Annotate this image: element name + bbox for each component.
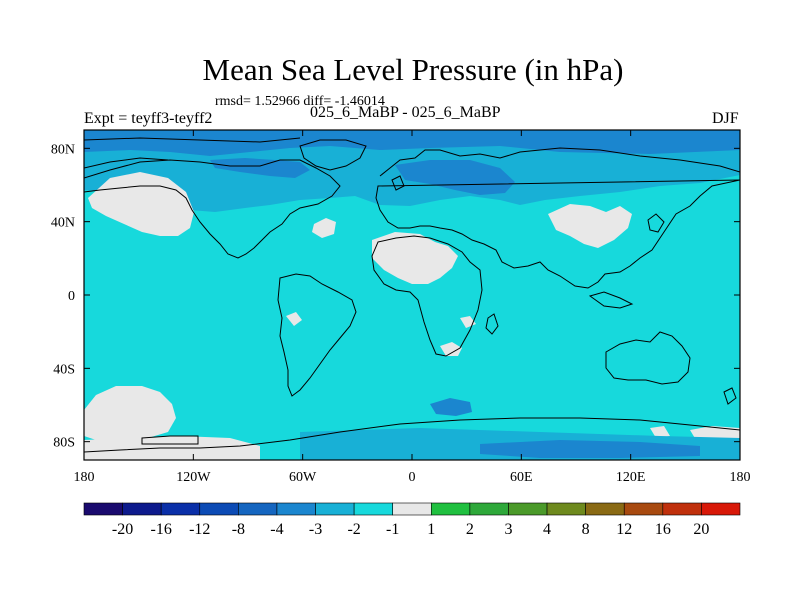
field-small-patch [440,342,462,356]
coastline-greenland [299,139,367,171]
pressure-field [84,130,740,460]
field-small-patch [650,426,670,438]
coastline-africa [371,235,483,357]
field-asia-patch [548,204,632,248]
coastline-japan [647,213,665,233]
field-north-strong-atlantic [210,158,310,178]
lat-tick-label: 80N [51,142,75,157]
colorbar-swatch [122,502,162,516]
colorbar-swatch [199,502,239,516]
colorbar-label: 2 [466,521,474,538]
center-subtitle: 025_6_MaBP - 025_6_MaBP [310,104,501,121]
stats-label: rmsd= 1.52966 diff= -1.46014 [215,94,385,109]
coastline-greenland-west [84,157,169,169]
colorbar-label: 3 [504,521,512,538]
field-south-pacific-patch [84,386,176,440]
chart-title: Mean Sea Level Pressure (in hPa) [202,52,624,87]
lon-tick-label: 180 [730,470,751,485]
colorbar-label: 16 [655,521,671,538]
lon-tick-label: 120E [616,470,646,485]
field-north-strong-east [395,160,515,195]
colorbar-label: -2 [347,521,360,538]
coastline-indonesia [588,291,634,309]
colorbar-swatch [276,502,316,516]
colorbar-label: 1 [427,521,435,538]
coastline-antarctic-peninsula [141,435,199,445]
colorbar-swatch [508,502,548,516]
lat-tick-label: 40N [51,216,75,231]
coastline-arctic [84,137,301,143]
colorbar-swatch [83,502,123,516]
field-small-patch [286,312,302,326]
lon-tick-label: 180 [74,470,95,485]
colorbar-swatch [353,502,394,516]
coastline-new-zealand [723,387,737,405]
colorbar-label: -3 [309,521,322,538]
colorbar-label: -12 [189,521,210,538]
colorbar-label: -16 [151,521,172,538]
field-north-strong-west [84,130,740,156]
lat-tick-label: 40S [53,362,75,377]
colorbar-swatch [238,502,278,516]
lat-tick-label: 80S [53,436,75,451]
coastline-south-america [277,273,357,397]
experiment-label: Expt = teyff3-teyff2 [84,110,213,127]
field-north-atlantic-patch [312,218,336,238]
coastline-australia [605,331,691,385]
colorbar-swatch [662,502,702,516]
colorbar-swatch [585,502,625,516]
colorbar-label: 12 [616,521,632,538]
colorbar-swatch [546,502,586,516]
colorbar-swatch [701,502,741,516]
coastline-uk [391,175,405,191]
colorbar: -20 -16 -12 -8 -4 -3 -2 -1 1 2 3 4 8 12 16 20 [83,502,741,538]
colorbar-swatch [623,502,664,516]
lon-tick-label: 120W [176,470,211,485]
colorbar-label: 4 [543,521,551,538]
coastline-eurasia [375,147,740,289]
lat-tick-label: 0 [68,289,75,304]
colorbar-label: -20 [112,521,133,538]
coastline-north-america [84,159,341,259]
colorbar-swatch [430,502,471,516]
colorbar-label: -1 [386,521,399,538]
colorbar-label: -4 [270,521,283,538]
colorbar-label: 8 [582,521,590,538]
colorbar-swatch [469,502,509,516]
season-label: DJF [712,110,739,127]
field-africa-patch [372,232,458,284]
coastline-antarctica [84,417,740,453]
colorbar-label: 20 [693,521,709,538]
lon-tick-label: 60W [289,470,317,485]
colorbar-swatch [160,502,201,516]
field-southern-band-strong [480,440,700,458]
coastline-madagascar [485,313,499,335]
coastlines [84,137,740,453]
lon-tick-label: 60E [510,470,533,485]
lon-tick-label: 0 [409,470,416,485]
field-southern-ocean-strong [430,398,472,416]
map-axes: 180 120W 60W 0 60E 120E 180 80N 40N 0 40S 80S [51,130,751,485]
colorbar-swatch [315,502,355,516]
colorbar-label: -8 [232,521,245,538]
colorbar-swatch [392,502,432,516]
